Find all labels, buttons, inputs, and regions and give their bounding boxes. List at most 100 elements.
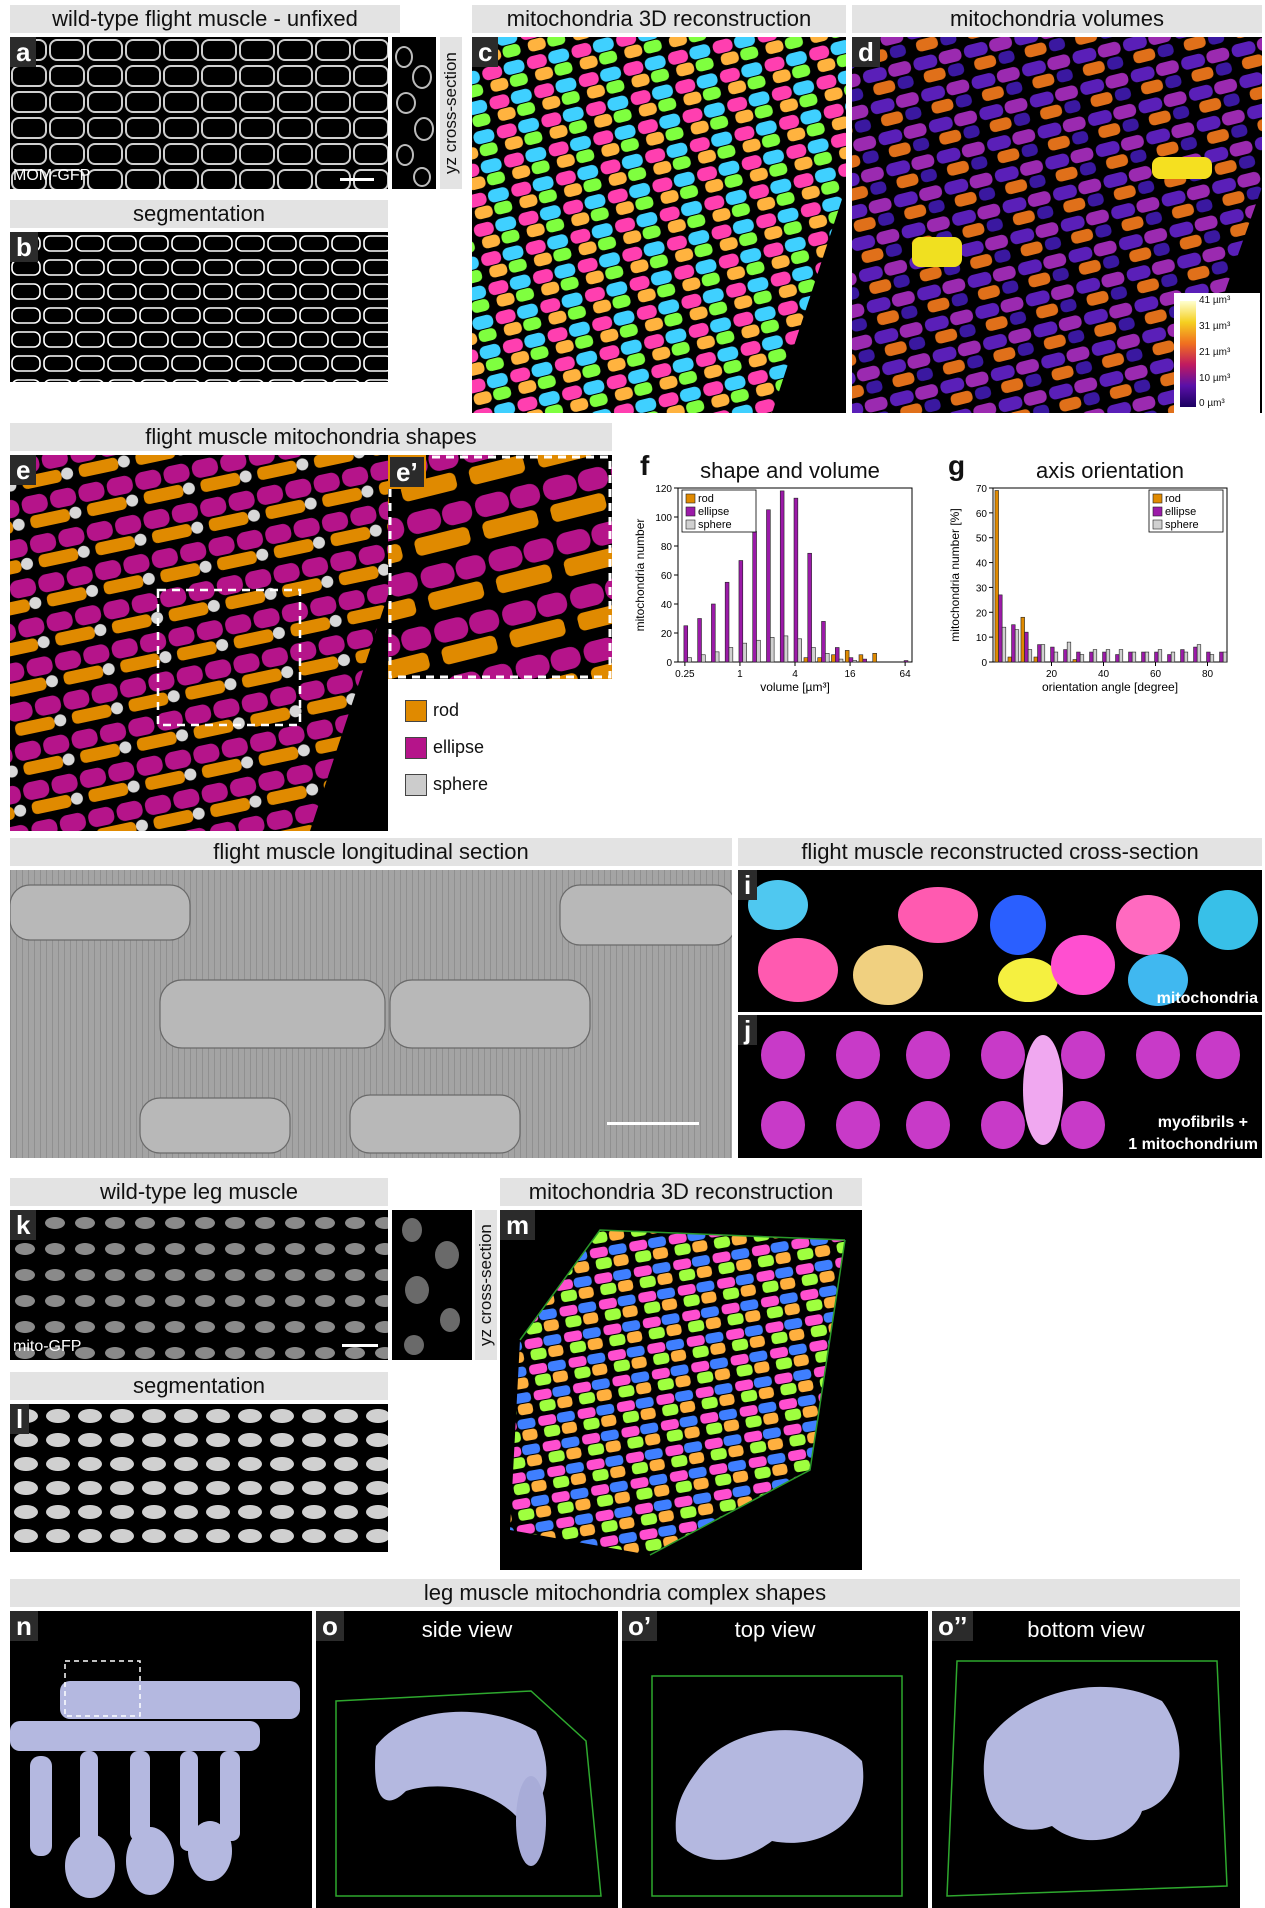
bar-ellipse	[1167, 654, 1172, 663]
panel-letter-m: m	[500, 1210, 536, 1240]
bar-sphere	[1170, 651, 1176, 663]
chart-f-svg: 0 20 40 60 80 100 120 mitochondria number 0.25 1 4…	[633, 484, 913, 694]
panel-letter-j: j	[738, 1015, 758, 1045]
bar-sphere	[1027, 649, 1033, 663]
panel-letter-o-prime: o’	[622, 1611, 658, 1641]
x-tick-label: 20	[1046, 669, 1058, 680]
volume-colorbar	[1180, 301, 1196, 407]
bar-sphere	[1209, 654, 1215, 663]
colorbar-label-10: 10 µm³	[1199, 373, 1231, 384]
header-h: flight muscle longitudinal section	[10, 838, 732, 866]
bar-ellipse	[862, 658, 867, 663]
bar-ellipse	[1115, 654, 1120, 663]
legend-rod: rod	[405, 698, 459, 723]
bar-sphere	[1001, 626, 1007, 663]
yz-cross-section-label-a: yz cross-section	[440, 37, 462, 189]
bar-sphere	[701, 654, 706, 663]
bar-sphere	[797, 638, 802, 663]
legend-label-ellipse: ellipse	[698, 506, 729, 518]
legend-swatch-sphere	[405, 774, 427, 797]
y-tick-label: 100	[655, 513, 672, 524]
bar-sphere	[1183, 651, 1189, 663]
bar-ellipse	[1024, 631, 1029, 663]
x-tick-label: 0.25	[675, 669, 695, 680]
bar-sphere	[852, 660, 858, 663]
x-tick-label: 60	[1150, 669, 1162, 680]
chart-f-title: shape and volume	[700, 458, 880, 483]
y-tick-label: 0	[666, 658, 672, 669]
bar-ellipse	[1089, 651, 1094, 663]
bar-ellipse	[1219, 651, 1224, 663]
panel-letter-l: l	[10, 1404, 30, 1434]
image-a-flight-muscle: a MOM-GFP	[10, 37, 388, 189]
colorbar-label-0: 0 µm³	[1199, 398, 1225, 409]
bar-ellipse	[738, 560, 744, 663]
x-tick-label: 40	[1098, 669, 1110, 680]
bar-ellipse	[793, 497, 799, 663]
scale-bar-h	[607, 1122, 699, 1125]
image-b-segmentation: b	[10, 232, 388, 382]
bar-rod	[844, 650, 850, 663]
bar-rod	[1007, 656, 1012, 663]
bar-ellipse	[724, 581, 730, 663]
bar-sphere	[783, 635, 789, 663]
bar-ellipse	[1076, 651, 1081, 663]
legend-swatch-ellipse	[1152, 506, 1163, 517]
bar-ellipse	[683, 625, 689, 663]
bar-sphere	[1053, 651, 1059, 663]
header-k: wild-type leg muscle	[10, 1178, 388, 1206]
panel-letter-k: k	[10, 1210, 37, 1240]
bar-ellipse	[711, 603, 716, 663]
legend-label-rod: rod	[1165, 493, 1181, 505]
image-o-double-prime-bottom-view: o’’ bottom view	[932, 1611, 1240, 1908]
bar-rod	[1020, 616, 1025, 663]
header-m: mitochondria 3D reconstruction	[500, 1178, 862, 1206]
bar-sphere	[1196, 644, 1202, 663]
caption-mito-gfp: mito-GFP	[13, 1338, 82, 1355]
bar-ellipse	[1141, 651, 1146, 663]
legend-label-ellipse: ellipse	[433, 737, 485, 757]
panel-letter-o: o	[316, 1611, 344, 1641]
bar-sphere	[838, 658, 844, 663]
x-tick-label: 4	[792, 669, 798, 680]
legend-sphere: sphere	[405, 772, 488, 797]
bar-sphere	[1105, 649, 1111, 663]
bar-sphere	[1066, 641, 1072, 663]
bar-ellipse	[779, 490, 785, 663]
y-tick-label: 20	[976, 608, 988, 619]
caption-myofibrils-1: myofibrils +	[1157, 1114, 1248, 1131]
bar-ellipse	[903, 660, 909, 663]
bar-ellipse	[766, 509, 771, 663]
scale-bar	[340, 178, 374, 181]
bar-sphere	[1079, 654, 1085, 663]
colorbar-label-21: 21 µm³	[1199, 347, 1231, 358]
bar-ellipse	[1206, 651, 1211, 663]
bar-ellipse	[1063, 649, 1068, 663]
image-m-3d-reconstruction: m	[500, 1210, 862, 1570]
caption-myofibrils-2: 1 mitochondrium	[1128, 1136, 1258, 1153]
x-axis-label: volume [µm³]	[760, 680, 830, 694]
bar-ellipse	[835, 647, 840, 663]
legend-label-sphere: sphere	[1165, 519, 1199, 531]
bar-sphere	[714, 651, 720, 663]
x-tick-label: 64	[900, 669, 912, 680]
x-axis-label: orientation angle [degree]	[1042, 680, 1178, 694]
bar-sphere	[756, 639, 761, 663]
x-tick-label: 16	[844, 669, 856, 680]
image-k-leg-muscle: k mito-GFP	[10, 1210, 388, 1360]
panel-letter-a: a	[10, 37, 37, 67]
scale-bar-k	[342, 1344, 378, 1347]
image-a-yz-section	[392, 37, 436, 189]
bar-ellipse	[1037, 644, 1042, 663]
bar-ellipse	[1128, 651, 1133, 663]
bar-sphere	[1222, 651, 1228, 663]
chart-g-svg: 0 10 20 30 40 50 60 70 mitochondria number [%] 20…	[948, 484, 1228, 694]
bar-ellipse	[1102, 651, 1107, 663]
header-e: flight muscle mitochondria shapes	[10, 423, 612, 451]
header-c: mitochondria 3D reconstruction	[472, 5, 846, 33]
bar-ellipse	[1050, 646, 1055, 663]
header-d: mitochondria volumes	[852, 5, 1262, 33]
legend-swatch-sphere	[685, 519, 696, 530]
legend-label-ellipse: ellipse	[1165, 506, 1196, 518]
bar-rod	[803, 657, 809, 663]
